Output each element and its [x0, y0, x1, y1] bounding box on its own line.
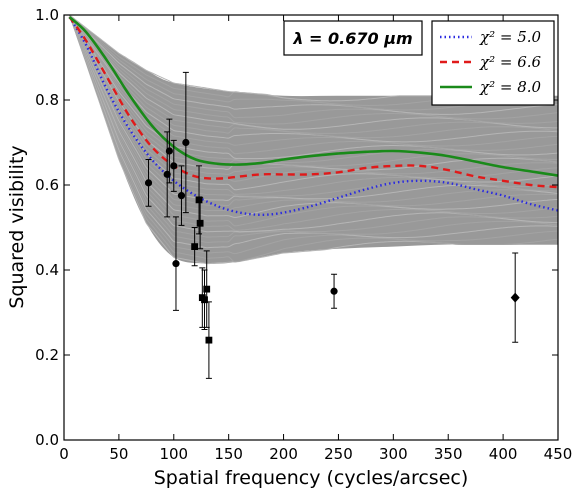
data-point-square	[195, 196, 203, 204]
y-tick-label: 0.6	[35, 176, 59, 194]
x-tick-label: 400	[489, 445, 518, 463]
legend-label-2: χ² = 6.6	[479, 53, 542, 71]
series-line-2	[68, 16, 558, 189]
data-point-circle	[144, 179, 153, 187]
data-point-circle	[330, 287, 338, 295]
model-curve-grey	[69, 15, 558, 243]
model-curve-grey	[69, 15, 558, 147]
legend-label-3: χ² = 8.0	[479, 78, 542, 96]
axis-ticks: 0 50 100 150 200 250 300 350 400 450 0.0 0.2 0.4 0.6 0…	[35, 6, 572, 463]
observations	[144, 71, 520, 379]
data-point-circle	[182, 138, 190, 147]
y-tick-label: 1.0	[35, 6, 59, 24]
y-tick-label: 0.8	[35, 91, 59, 109]
data-point-circle	[177, 192, 186, 200]
y-tick-label: 0.2	[35, 346, 59, 364]
model-curve-grey	[69, 15, 558, 134]
x-tick-label: 150	[214, 445, 243, 463]
data-point-circle	[170, 162, 178, 170]
model-curve-grey	[69, 15, 558, 115]
model-curve-grey	[69, 15, 558, 139]
model-curve-grey	[69, 15, 558, 201]
x-tick-label: 200	[269, 445, 298, 463]
wavelength-annotation: λ = 0.670 μm	[292, 29, 412, 48]
y-axis-title: Squared visibility	[6, 145, 28, 308]
x-tick-label: 250	[324, 445, 353, 463]
model-curve-grey	[69, 15, 558, 182]
legend-label-1: χ² = 5.0	[479, 28, 542, 46]
y-tick-label: 0.0	[35, 431, 59, 449]
plot-frame	[63, 14, 559, 441]
model-curve-grey	[69, 15, 558, 227]
model-curves	[68, 16, 558, 217]
data-point-square	[191, 243, 199, 251]
data-point-circle	[172, 260, 180, 268]
x-axis-title: Spatial frequency (cycles/arcsec)	[154, 467, 469, 489]
model-curve-grey	[69, 15, 558, 255]
model-curve-grey	[69, 15, 558, 231]
series-line-3	[68, 16, 558, 177]
model-curve-grey	[69, 15, 558, 218]
model-curve-grey	[69, 15, 558, 207]
model-curve-grey	[69, 15, 558, 120]
data-point-square	[205, 336, 213, 344]
model-curve-grey	[69, 15, 558, 238]
data-point-square	[201, 296, 208, 304]
y-tick-label: 0.4	[35, 261, 59, 279]
model-curve-grey	[69, 15, 558, 167]
data-point-square	[196, 219, 204, 227]
model-curve-grey	[69, 15, 558, 263]
model-curve-grey	[69, 15, 558, 160]
x-tick-label: 100	[159, 445, 188, 463]
x-tick-label: 350	[434, 445, 463, 463]
x-tick-label: 0	[59, 445, 69, 463]
data-point-diamond	[510, 292, 520, 303]
model-curve-grey	[69, 15, 558, 125]
model-curve-grey	[69, 15, 558, 195]
x-tick-label: 50	[109, 445, 128, 463]
model-band-fill	[69, 15, 558, 264]
annotation-box: λ = 0.670 μm	[283, 20, 423, 56]
x-tick-label: 300	[379, 445, 408, 463]
model-curve-grey	[69, 15, 558, 191]
x-tick-label: 450	[544, 445, 573, 463]
legend: χ² = 5.0 χ² = 6.6 χ² = 8.0	[431, 20, 555, 106]
data-point-square	[203, 285, 211, 293]
model-curve-grey	[69, 15, 558, 171]
data-point-circle	[165, 147, 173, 155]
